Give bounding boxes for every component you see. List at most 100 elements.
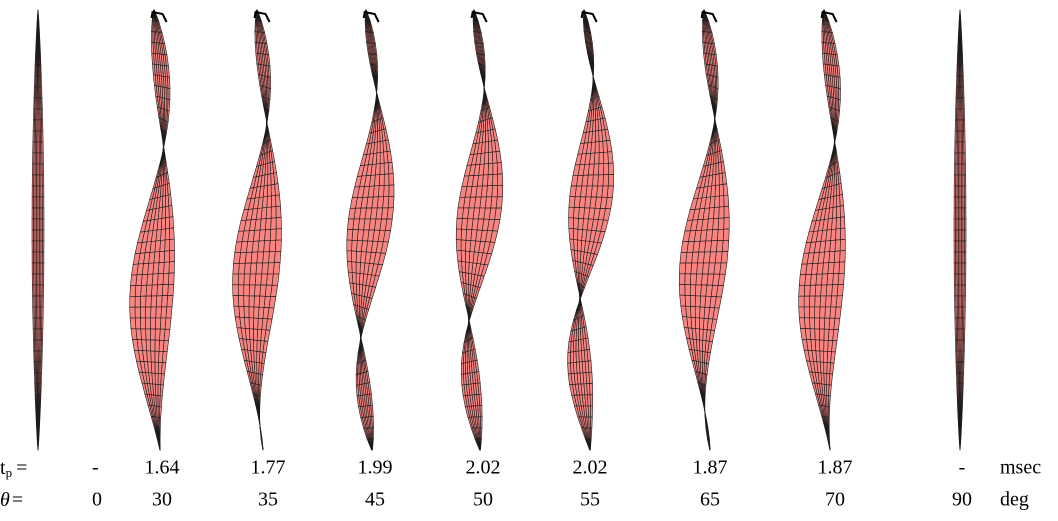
- mesh-cell: [146, 329, 151, 340]
- mesh-cell: [170, 228, 175, 240]
- mesh-cell: [824, 329, 829, 340]
- mesh-cell: [571, 250, 575, 262]
- mesh-cell: [723, 229, 729, 241]
- mesh-cell: [155, 362, 159, 373]
- mesh-cell: [690, 296, 695, 307]
- mesh-cell: [269, 240, 275, 252]
- mesh-cell: [964, 296, 966, 307]
- mesh-cell: [836, 229, 841, 241]
- mesh-cell: [964, 186, 966, 197]
- mesh-cell: [839, 88, 841, 100]
- mesh-cell: [963, 76, 964, 87]
- mesh-cell: [43, 241, 45, 252]
- mesh-cell: [457, 208, 464, 219]
- mesh-cell: [42, 329, 43, 340]
- mesh-cell: [498, 174, 503, 186]
- mesh-cell: [249, 285, 255, 296]
- mesh-cell: [41, 340, 42, 351]
- mesh-cell: [165, 240, 170, 252]
- mesh-cell: [719, 196, 724, 208]
- mesh-cell: [827, 363, 831, 374]
- mesh-cell: [573, 218, 578, 229]
- mesh-cell: [964, 274, 966, 285]
- mesh-cell: [680, 295, 686, 306]
- mesh-cell: [465, 251, 470, 262]
- mesh-cell: [233, 295, 239, 306]
- mesh-cell: [39, 32, 40, 43]
- mesh-cell: [389, 185, 394, 197]
- cell: 1.87: [693, 457, 728, 479]
- mesh-cell: [719, 173, 723, 185]
- mesh-cell: [162, 284, 168, 295]
- mesh-cell: [836, 206, 840, 218]
- mesh-cell: [799, 275, 806, 286]
- mesh-cell: [963, 87, 964, 98]
- mesh-cell: [479, 394, 482, 405]
- mesh-cell: [681, 242, 688, 253]
- mesh-cell: [347, 261, 352, 272]
- mesh-cell: [716, 174, 720, 186]
- mesh-cell: [275, 195, 280, 207]
- mesh-cell: [244, 307, 249, 318]
- mesh-cell: [352, 262, 356, 273]
- mesh-cell: [815, 296, 821, 307]
- mesh-cell: [804, 285, 810, 296]
- equals: =: [16, 457, 27, 479]
- mesh-cell: [461, 363, 463, 374]
- mesh-cell: [840, 251, 846, 263]
- mesh-cell: [384, 174, 389, 186]
- mesh-cell: [461, 240, 466, 251]
- mesh-cell: [169, 250, 174, 262]
- mesh-cell: [691, 263, 698, 274]
- mesh-cell: [238, 296, 244, 307]
- mesh-cell: [700, 329, 704, 340]
- mesh-cell: [249, 318, 254, 329]
- mesh-cell: [166, 195, 169, 207]
- mesh-cell: [254, 285, 260, 296]
- mesh-cell: [389, 174, 394, 186]
- mesh-cell: [158, 273, 164, 284]
- mesh-cell: [590, 383, 593, 394]
- cell: 90: [952, 489, 972, 511]
- mesh-cell: [41, 373, 42, 384]
- mesh-cell: [963, 98, 964, 109]
- mesh-cell: [800, 264, 807, 275]
- mesh-cell: [488, 141, 492, 153]
- mesh-cell: [42, 175, 44, 186]
- mesh-cell: [41, 98, 42, 109]
- mesh-cell: [571, 352, 574, 363]
- mesh-cell: [690, 274, 696, 285]
- mesh-cell: [384, 163, 389, 175]
- mesh-cell: [965, 230, 967, 241]
- mesh-cell: [169, 262, 175, 274]
- mesh-cell: [244, 274, 250, 285]
- mesh-cell: [840, 217, 845, 229]
- mesh-cell: [702, 351, 705, 363]
- mesh-cell: [964, 307, 966, 318]
- mesh-cell: [964, 263, 966, 274]
- cell: 50: [473, 489, 493, 511]
- mesh-cell: [685, 274, 691, 285]
- mesh-cell: [840, 239, 845, 251]
- mesh-cell: [457, 250, 462, 261]
- mesh-cell: [456, 240, 461, 251]
- cell: 45: [365, 489, 385, 511]
- mesh-cell: [39, 21, 40, 32]
- strip: [233, 10, 282, 450]
- mesh-cell: [235, 242, 242, 253]
- cell: 0: [92, 489, 102, 511]
- mesh-cell: [42, 186, 44, 197]
- mesh-cell: [824, 362, 827, 373]
- mesh-cell: [270, 229, 276, 241]
- mesh-cell: [271, 218, 276, 230]
- mesh-cell: [578, 229, 583, 240]
- mesh-cell: [168, 273, 174, 285]
- mesh-cell: [962, 395, 963, 406]
- mesh-cell: [42, 164, 44, 175]
- mesh-cell: [158, 385, 161, 396]
- mesh-cell: [43, 219, 45, 230]
- mesh-cell: [235, 317, 241, 328]
- mesh-cell: [480, 417, 482, 428]
- mesh-cell: [576, 329, 578, 341]
- mesh-cell: [820, 296, 826, 307]
